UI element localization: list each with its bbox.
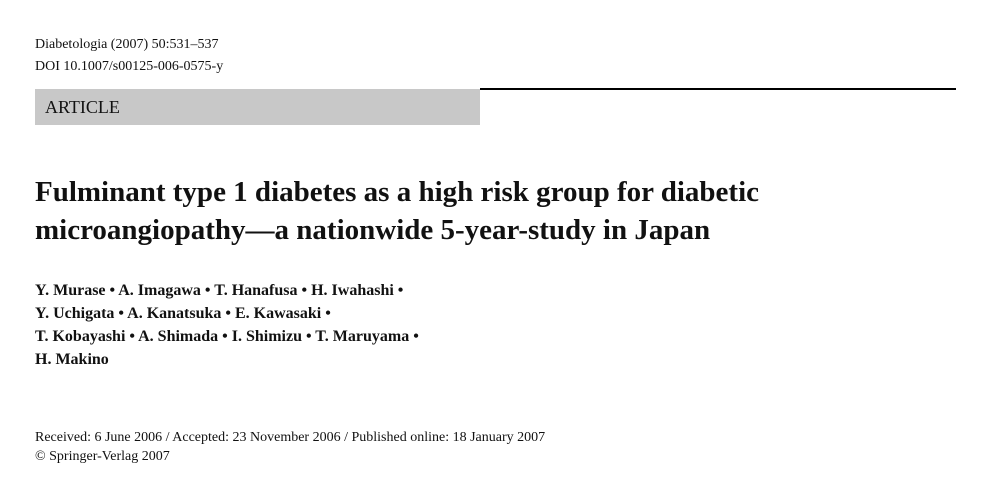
rule [480, 88, 956, 90]
doi: DOI 10.1007/s00125-006-0575-y [35, 59, 224, 74]
title-line: microangiopathy—a nationwide 5-year-stud… [35, 214, 711, 246]
author-line: Y. Murase • A. Imagawa • T. Hanafusa • H… [35, 282, 404, 299]
copyright: © Springer-Verlag 2007 [35, 449, 170, 464]
dates: Received: 6 June 2006 / Accepted: 23 Nov… [35, 430, 546, 445]
author-line: T. Kobayashi • A. Shimada • I. Shimizu •… [35, 328, 419, 345]
author-line: Y. Uchigata • A. Kanatsuka • E. Kawasaki… [35, 305, 331, 322]
section-box [35, 89, 480, 125]
journal-citation: Diabetologia (2007) 50:531–537 [35, 37, 219, 52]
author-line: H. Makino [35, 351, 109, 368]
title-line: Fulminant type 1 diabetes as a high risk… [35, 176, 760, 208]
section-label: ARTICLE [45, 97, 120, 117]
